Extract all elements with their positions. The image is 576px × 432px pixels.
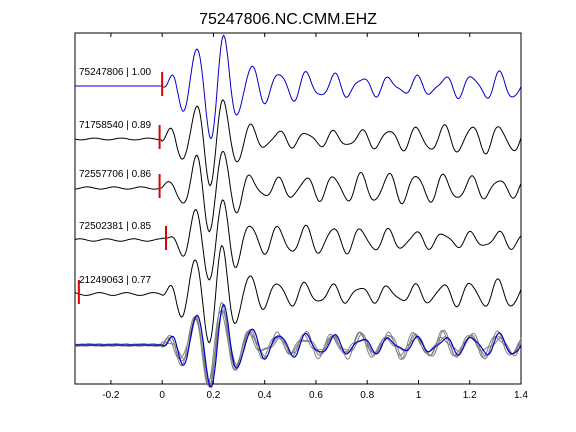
x-axis: -0.2 0 0.2 0.4 0.6 0.8 1 1.2 1.4 [102, 33, 528, 401]
plot-frame [74, 32, 522, 385]
x-tick-label: 0.2 [206, 390, 220, 401]
waveform-trace-75247806 [75, 34, 522, 139]
trace-label: 75247806 | 1.00 [79, 67, 152, 78]
x-tick-label: 0.6 [309, 390, 323, 401]
waveform-trace-21249063 [74, 245, 522, 344]
x-tick-label: 0 [159, 390, 165, 401]
trace-label: 72502381 | 0.85 [79, 221, 152, 232]
overlay-trace [74, 310, 522, 381]
waveform-trace-72557706 [74, 150, 522, 233]
x-tick-label: 0.4 [258, 390, 272, 401]
trace-stack: 75247806 | 1.00 71758540 | 0.89 72557706 |… [74, 34, 522, 344]
chart-title: 75247806.NC.CMM.EHZ [199, 11, 377, 28]
trace-label: 72557706 | 0.86 [79, 169, 152, 180]
waveform-trace-71758540 [74, 99, 522, 187]
x-tick-label: 0.8 [360, 390, 374, 401]
overlay-primary-trace [75, 303, 522, 388]
trace-label: 21249063 | 0.77 [79, 275, 152, 286]
x-tick-label: 1.2 [463, 390, 477, 401]
waveform-trace-72502381 [74, 199, 522, 281]
x-tick-label: -0.2 [102, 390, 120, 401]
overlay-stack [74, 301, 522, 388]
trace-label: 71758540 | 0.89 [79, 120, 152, 131]
x-tick-label: 1 [416, 390, 422, 401]
x-tick-label: 1.4 [514, 390, 528, 401]
